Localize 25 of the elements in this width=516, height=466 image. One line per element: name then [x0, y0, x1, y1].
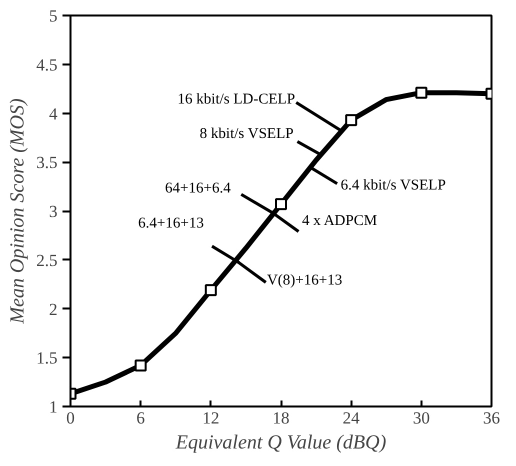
y-tick-label: 3 [49, 202, 58, 221]
annotation: 4 x ADPCM [302, 212, 378, 229]
x-axis-title: Equivalent Q Value (dBQ) [174, 432, 387, 454]
y-tick-label: 1.5 [36, 348, 58, 368]
x-tick-label: 0 [66, 408, 75, 428]
x-tick-label: 36 [483, 408, 500, 428]
annotation: 64+16+6.4 [165, 180, 232, 197]
y-tick-label: 3.5 [36, 153, 58, 172]
y-axis-title: Mean Opinion Score (MOS) [6, 98, 28, 325]
y-tick-label: 2.5 [36, 250, 58, 270]
x-tick-label: 24 [342, 408, 360, 428]
y-tick-label: 1 [49, 398, 58, 416]
y-tick-label: 4.5 [36, 55, 58, 74]
y-tick-label: 5 [49, 6, 58, 26]
annotation: 6.4+16+13 [138, 216, 204, 232]
y-tick-label: 2 [49, 300, 58, 319]
y-tick-label: 4 [49, 104, 58, 124]
x-tick-label: 30 [412, 408, 430, 428]
annotation: 16 kbit/s LD-CELP [178, 92, 296, 108]
annotation: 6.4 kbit/s VSELP [340, 178, 446, 194]
annotation: 8 kbit/s VSELP [200, 126, 294, 142]
x-tick-label: 18 [272, 408, 290, 428]
x-tick-label: 6 [136, 408, 145, 428]
annotation: V(8)+16+13 [266, 272, 342, 288]
x-tick-label: 12 [202, 408, 220, 428]
